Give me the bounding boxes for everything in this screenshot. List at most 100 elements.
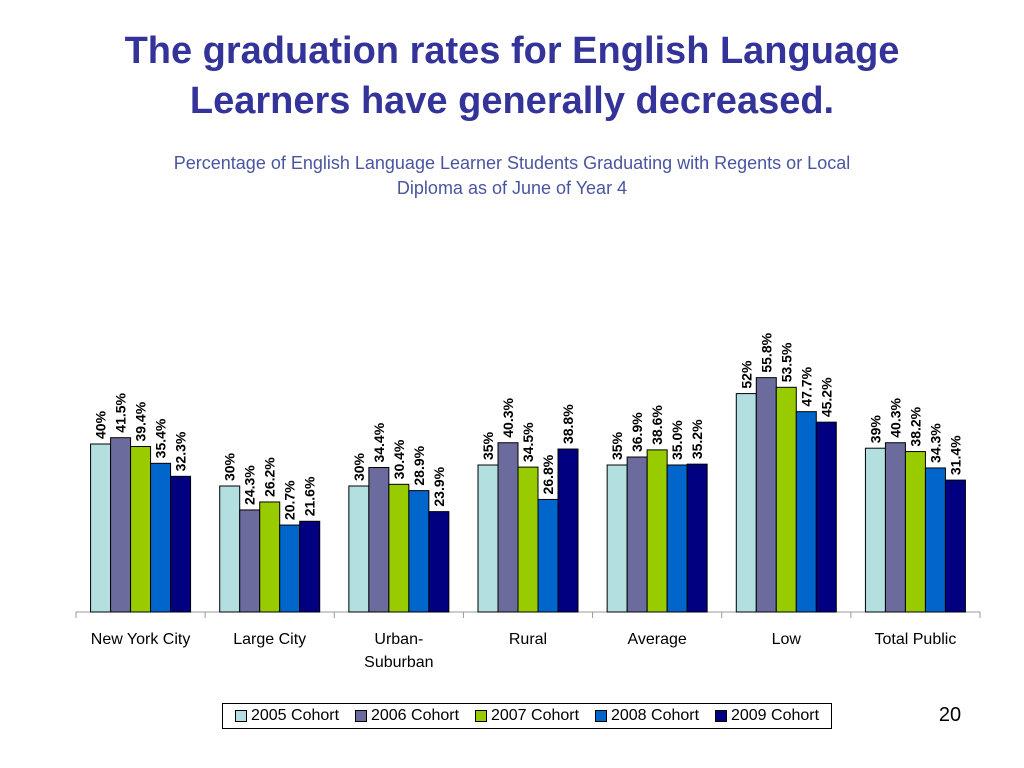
bar bbox=[170, 475, 192, 613]
bar bbox=[428, 511, 450, 613]
legend-item: 2005 Cohort bbox=[234, 707, 340, 725]
chart-title: Percentage of English Language Learner S… bbox=[112, 151, 912, 201]
bar bbox=[259, 501, 281, 613]
slide-title: The graduation rates for English Languag… bbox=[40, 26, 984, 126]
data-label: 26.2% bbox=[262, 457, 278, 497]
bar bbox=[795, 411, 817, 613]
legend-label: 2009 Cohort bbox=[730, 707, 820, 724]
bar bbox=[388, 483, 410, 613]
bar bbox=[606, 464, 628, 613]
bar bbox=[755, 377, 777, 613]
category-label: Low bbox=[772, 631, 802, 648]
bar bbox=[864, 447, 886, 613]
data-label: 28.9% bbox=[411, 445, 427, 485]
data-label: 30% bbox=[222, 452, 238, 481]
legend-swatch bbox=[714, 710, 727, 722]
bar bbox=[775, 386, 797, 613]
bar bbox=[368, 467, 390, 613]
category-label: Suburban bbox=[364, 654, 433, 671]
bar bbox=[904, 451, 926, 613]
chart-title-line-2: Diploma as of June of Year 4 bbox=[396, 178, 628, 198]
slide-title-line-1: The graduation rates for English Languag… bbox=[124, 30, 900, 72]
bar bbox=[557, 448, 579, 613]
data-label: 26.8% bbox=[540, 454, 556, 494]
bar bbox=[646, 449, 668, 613]
data-label: 40.3% bbox=[887, 397, 903, 437]
legend-swatch bbox=[234, 710, 247, 722]
bar bbox=[815, 421, 837, 613]
data-label: 47.7% bbox=[798, 366, 814, 406]
category-label: Average bbox=[627, 631, 686, 648]
data-label: 55.8% bbox=[758, 332, 774, 372]
data-label: 35% bbox=[480, 431, 496, 460]
bar bbox=[735, 393, 757, 613]
bar bbox=[408, 490, 430, 613]
page-number: 20 bbox=[938, 704, 962, 726]
bar bbox=[299, 520, 321, 613]
legend-swatch bbox=[594, 710, 607, 722]
bar bbox=[537, 498, 559, 613]
bar bbox=[517, 466, 539, 613]
data-label: 45.2% bbox=[818, 377, 834, 417]
bar bbox=[686, 463, 708, 613]
data-label: 24.3% bbox=[242, 465, 258, 505]
legend-item: 2006 Cohort bbox=[354, 707, 460, 725]
data-label: 30% bbox=[351, 452, 367, 481]
data-label: 36.9% bbox=[629, 412, 645, 452]
legend-swatch bbox=[474, 710, 487, 722]
data-label: 40% bbox=[93, 410, 109, 439]
legend-item: 2009 Cohort bbox=[714, 707, 820, 725]
bar bbox=[477, 464, 499, 613]
bar bbox=[497, 442, 519, 613]
bar bbox=[279, 524, 301, 613]
data-label: 38.6% bbox=[649, 405, 665, 445]
legend-item: 2008 Cohort bbox=[594, 707, 700, 725]
data-label: 21.6% bbox=[302, 476, 318, 516]
bar bbox=[626, 456, 648, 613]
bar bbox=[666, 464, 688, 613]
data-label: 34.3% bbox=[927, 423, 943, 463]
category-label: Rural bbox=[509, 631, 547, 648]
data-label: 34.5% bbox=[520, 422, 536, 462]
data-label: 32.3% bbox=[173, 431, 189, 471]
legend-label: 2007 Cohort bbox=[490, 707, 580, 724]
bar bbox=[884, 442, 906, 613]
data-label: 35.2% bbox=[689, 419, 705, 459]
legend-label: 2008 Cohort bbox=[610, 707, 700, 724]
bar bbox=[110, 437, 132, 613]
bar bbox=[348, 485, 370, 613]
data-label: 53.5% bbox=[778, 342, 794, 382]
category-label: New York City bbox=[91, 631, 191, 648]
bar bbox=[130, 446, 152, 613]
data-label: 20.7% bbox=[282, 480, 298, 520]
legend-label: 2005 Cohort bbox=[250, 707, 340, 724]
data-label: 38.2% bbox=[907, 406, 923, 446]
category-label: Large City bbox=[233, 631, 306, 648]
data-label: 35.4% bbox=[153, 418, 169, 458]
data-label: 30.4% bbox=[391, 439, 407, 479]
bar bbox=[924, 467, 946, 613]
data-label: 52% bbox=[738, 360, 754, 389]
data-label: 39% bbox=[867, 415, 883, 444]
bar bbox=[239, 509, 261, 613]
legend-swatch bbox=[354, 710, 367, 722]
category-label: Urban- bbox=[374, 631, 423, 648]
bar bbox=[219, 485, 241, 613]
data-label: 34.4% bbox=[371, 422, 387, 462]
data-label: 40.3% bbox=[500, 397, 516, 437]
chart-title-line-1: Percentage of English Language Learner S… bbox=[173, 153, 851, 173]
legend-item: 2007 Cohort bbox=[474, 707, 580, 725]
data-label: 38.8% bbox=[560, 404, 576, 444]
data-label: 31.4% bbox=[947, 435, 963, 475]
bar bbox=[90, 443, 112, 613]
legend-label: 2006 Cohort bbox=[370, 707, 460, 724]
data-label: 23.9% bbox=[431, 466, 447, 506]
data-label: 35.0% bbox=[669, 420, 685, 460]
bar bbox=[944, 479, 966, 613]
slide-title-line-2: Learners have generally decreased. bbox=[189, 80, 835, 122]
data-label: 35% bbox=[609, 431, 625, 460]
data-label: 39.4% bbox=[133, 401, 149, 441]
category-label: Total Public bbox=[875, 631, 957, 648]
chart-legend: 2005 Cohort 2006 Cohort 2007 Cohort 2008 Co… bbox=[222, 703, 832, 729]
bar bbox=[150, 462, 172, 613]
